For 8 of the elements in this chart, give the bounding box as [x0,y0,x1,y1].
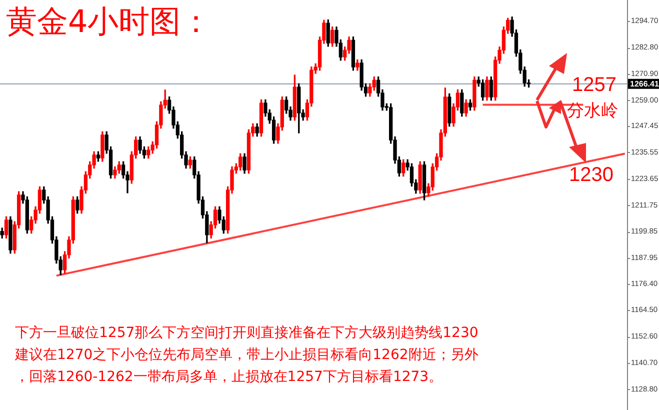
annotation: 下方一旦破位1257那么下方空间打开则直接准备在下方大级别趋势线1230 [15,325,478,342]
ref-line-label: 1266.41 [630,80,659,89]
annotation: 1230 [569,163,614,187]
annotation: 1257 [572,73,616,97]
chart-title: 黄金4小时图： [6,4,212,42]
annotation: 建议在1270之下小仓位先布局空单，带上小止损目标看向1262附近；另外 [15,347,478,364]
annotation: ，回落1260-1262一带布局多单，止损放在1257下方目标看1273。 [15,369,443,386]
annotation: 分水岭 [567,101,618,122]
